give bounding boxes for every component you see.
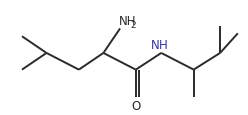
Text: H: H	[159, 39, 168, 52]
Text: O: O	[131, 99, 140, 112]
Text: NH: NH	[119, 15, 137, 28]
Text: N: N	[151, 39, 160, 52]
Text: 2: 2	[130, 21, 136, 30]
